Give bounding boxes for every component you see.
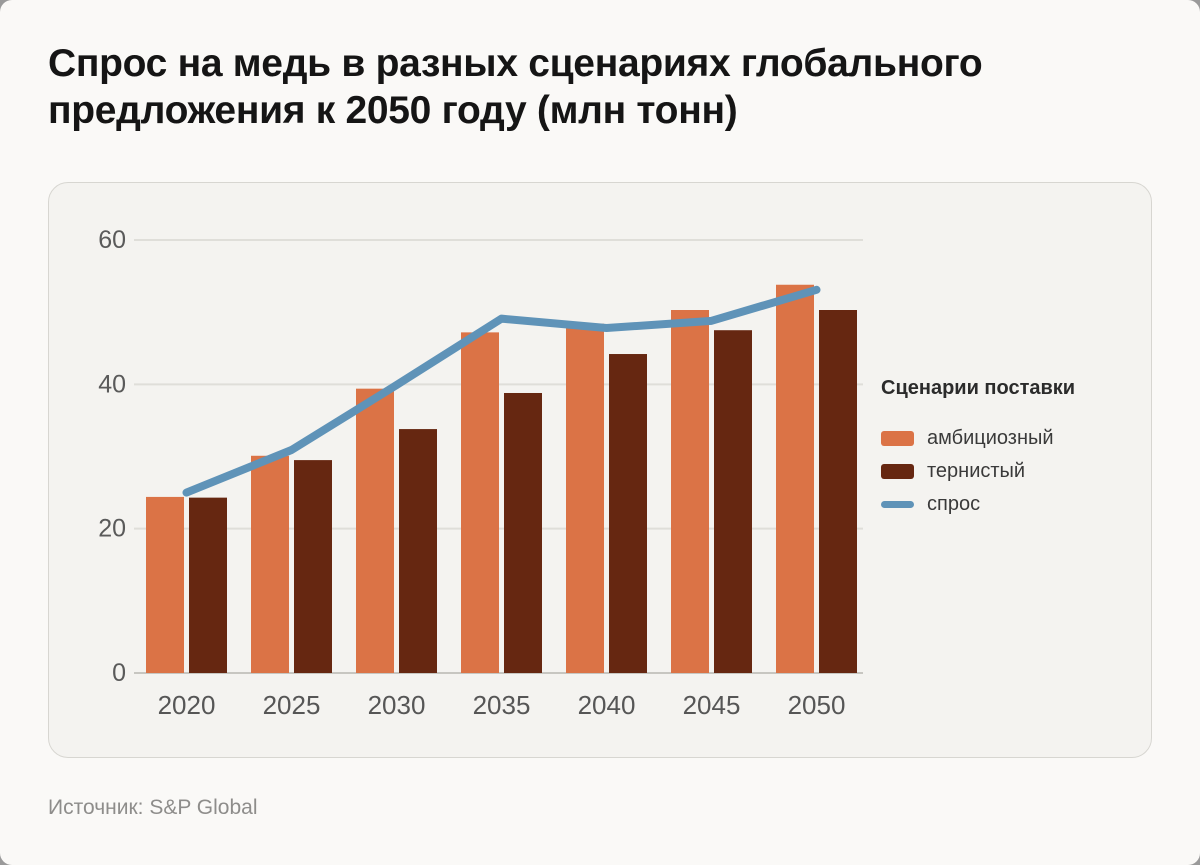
source-caption: Источник: S&P Global <box>48 796 258 819</box>
svg-text:60: 60 <box>98 226 126 254</box>
legend-item-thorny: тернистый <box>881 460 1025 482</box>
page-title: Спрос на медь в разных сценариях глобаль… <box>48 42 983 132</box>
legend-item-demand: спрос <box>881 493 980 515</box>
svg-text:2045: 2045 <box>683 690 741 720</box>
legend-swatch-thorny-icon <box>881 463 914 479</box>
svg-text:40: 40 <box>98 370 126 398</box>
svg-text:2020: 2020 <box>158 690 216 720</box>
svg-text:20: 20 <box>98 515 126 543</box>
svg-text:2050: 2050 <box>788 690 846 720</box>
svg-text:2035: 2035 <box>473 690 531 720</box>
legend-item-ambitious: амбициозный <box>881 427 1054 449</box>
legend-label-thorny: тернистый <box>927 459 1026 482</box>
legend-swatch-ambitious-icon <box>881 430 914 446</box>
svg-text:2040: 2040 <box>578 690 636 720</box>
svg-text:0: 0 <box>112 659 126 687</box>
svg-text:2030: 2030 <box>368 690 426 720</box>
chart-legend: Сценарии поставки амбициозный тернистый … <box>881 183 1141 757</box>
legend-title: Сценарии поставки <box>881 377 1076 399</box>
chart-card: 0 20 40 60 2020 2025 2030 2035 2040 2045 2050 Сцен… <box>48 182 1152 758</box>
legend-label-ambitious: амбициозный <box>927 426 1054 449</box>
legend-label-demand: спрос <box>927 492 981 515</box>
legend-swatch-demand-icon <box>881 500 914 508</box>
svg-text:2025: 2025 <box>263 690 321 720</box>
